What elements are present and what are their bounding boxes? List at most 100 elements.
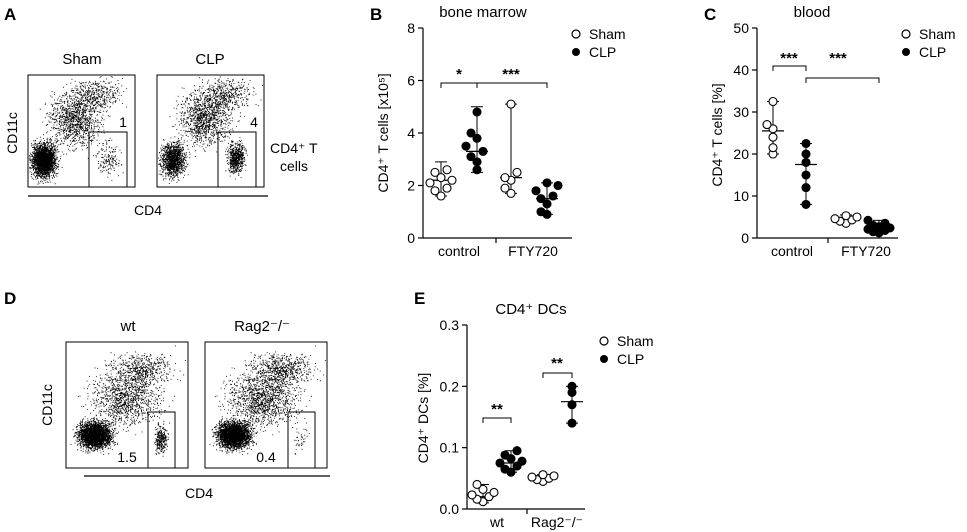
data-point-sham	[500, 173, 510, 183]
flow-dot-cloud	[29, 76, 128, 185]
panel-label-a: A	[4, 5, 16, 24]
gate-box-wt	[147, 411, 176, 469]
sample-label-clp: CLP	[195, 51, 224, 68]
significance-e: ** **	[482, 355, 573, 423]
significance-label-c-2: ***	[829, 50, 847, 67]
data-point-sham	[506, 99, 516, 109]
data-point-clp	[500, 450, 510, 460]
y-tick-label: 8	[407, 20, 415, 36]
flow-dots-clp	[158, 76, 263, 184]
group-label-fty720-b: FTY720	[508, 243, 558, 259]
panel-label-b: B	[370, 5, 382, 24]
significance-label-e-2: **	[551, 355, 563, 372]
data-point-sham	[506, 188, 516, 198]
data-point-sham	[430, 186, 440, 196]
y-tick-label: 10	[733, 188, 749, 204]
group-label-control-c: control	[771, 243, 813, 259]
data-point-sham	[472, 479, 482, 490]
data-point-clp	[801, 170, 811, 180]
y-tick-label: 0.1	[440, 440, 460, 456]
flow-plot-wt: 1.5	[65, 341, 189, 469]
data-point-clp	[567, 381, 577, 391]
data-point-clp	[567, 400, 577, 410]
data-point-clp	[567, 418, 577, 428]
data-point-clp	[466, 152, 476, 162]
data-point-clp	[542, 199, 552, 209]
data-point-clp	[517, 456, 527, 466]
y-tick-label: 30	[733, 104, 749, 120]
sample-label-wt: wt	[120, 318, 137, 335]
data-point-sham	[447, 175, 457, 185]
y-ticks-b: 0 2 4 6 8	[407, 20, 423, 246]
data-point-sham	[538, 470, 548, 480]
chart-title-e: CD4⁺ DCs	[495, 301, 566, 318]
chart-title-b: bone marrow	[439, 4, 527, 21]
data-point-sham	[512, 167, 522, 177]
data-point-clp	[863, 215, 873, 225]
gate-box-clp	[217, 131, 257, 188]
data-point-sham	[436, 191, 446, 201]
flow-dots-wt	[70, 345, 186, 457]
legend-label-clp-b: CLP	[589, 44, 616, 60]
data-point-sham	[768, 143, 778, 153]
legend-label-clp-e: CLP	[617, 351, 644, 367]
data-point-sham	[500, 183, 510, 193]
data-markers-b	[425, 99, 563, 219]
chart-title-c: blood	[794, 4, 831, 21]
data-point-sham	[768, 124, 778, 134]
data-markers-c	[762, 96, 895, 238]
x-axis-label-d: CD4	[185, 485, 213, 501]
legend-e: Sham CLP	[599, 333, 654, 367]
panel-label-c: C	[704, 5, 716, 24]
legend-label-sham-c: Sham	[919, 26, 956, 42]
panel-d: D wt Rag2⁻/⁻ 1.5 0.4 CD11c CD4	[4, 289, 330, 501]
gate-label-line1: CD4⁺ T	[270, 140, 318, 156]
legend-marker-clp-b	[572, 48, 580, 56]
sample-label-rag2: Rag2⁻/⁻	[234, 318, 290, 335]
legend-label-sham-e: Sham	[617, 333, 654, 349]
data-point-sham	[467, 490, 477, 500]
data-point-clp	[536, 207, 546, 217]
data-point-sham	[425, 178, 435, 188]
y-axis-label-e: CD4⁺ DCs [%]	[415, 373, 431, 464]
significance-label-b-1: *	[456, 66, 462, 83]
data-point-sham	[442, 183, 452, 193]
y-tick-label: 0.3	[440, 317, 460, 333]
data-point-sham	[430, 167, 440, 177]
y-ticks-e: 0.0 0.1 0.2 0.3	[440, 317, 467, 517]
data-point-clp	[472, 157, 482, 167]
y-ticks-c: 0 10 20 30 40 50	[733, 20, 757, 246]
y-tick-label: 50	[733, 20, 749, 36]
flow-plot-rag2: 0.4	[204, 341, 328, 469]
data-point-sham	[830, 214, 840, 224]
flow-plot-clp: 4	[156, 74, 265, 188]
data-point-clp	[801, 157, 811, 167]
legend-c: Sham CLP	[901, 26, 956, 60]
data-point-sham	[549, 471, 559, 481]
gate-label-line2: cells	[280, 158, 308, 174]
legend-b: Sham CLP	[571, 26, 626, 60]
data-point-sham	[768, 96, 778, 107]
legend-label-clp-c: CLP	[919, 44, 946, 60]
data-point-clp	[461, 141, 471, 151]
panel-a: A Sham CLP 1 4 CD11c CD4 CD4⁺ T cells	[4, 5, 318, 218]
data-point-clp	[801, 138, 811, 149]
flow-dots-sham	[29, 76, 128, 185]
legend-marker-clp-c	[902, 48, 910, 56]
data-point-clp	[472, 133, 482, 143]
data-point-sham	[841, 211, 851, 221]
y-tick-label: 4	[407, 125, 415, 141]
legend-marker-sham-c	[901, 29, 911, 39]
panel-e: E CD4⁺ DCs 0.00.10.20.3 CD4⁺ DCs [%] wt …	[414, 289, 654, 530]
legend-marker-sham-e	[599, 336, 609, 346]
y-tick-label: 20	[733, 146, 749, 162]
panel-label-d: D	[4, 289, 16, 308]
flow-plot-sham: 1	[27, 74, 136, 188]
data-markers-e	[467, 381, 583, 507]
y-tick-label: 0.0	[440, 501, 460, 517]
panel-c: C blood 0 10 20 30 40 50 CD4⁺ T cells [%] con…	[704, 4, 956, 259]
flow-dot-cloud	[209, 345, 326, 455]
gate-value-sham: 1	[119, 114, 127, 130]
y-tick-label: 6	[407, 73, 415, 89]
